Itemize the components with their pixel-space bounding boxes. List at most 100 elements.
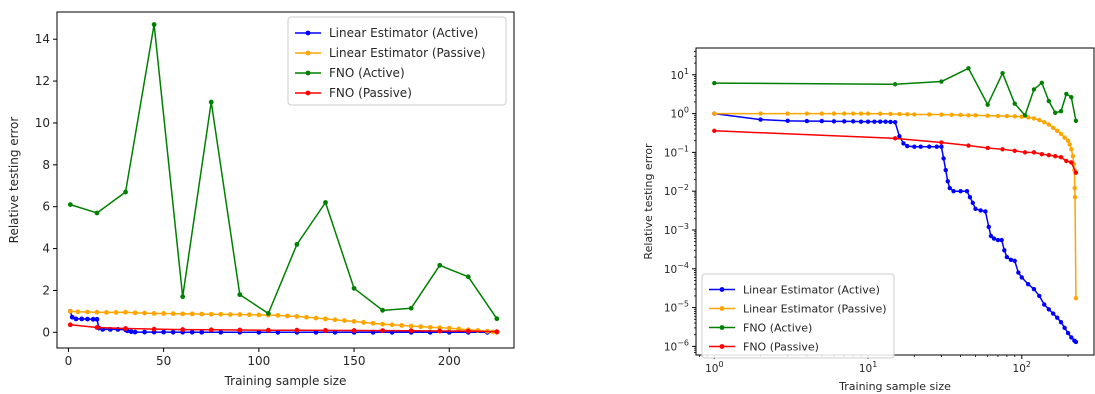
data-point (342, 318, 347, 323)
data-point (408, 305, 414, 311)
data-point (370, 320, 376, 326)
y-tick-label: 10−1 (664, 144, 689, 159)
data-point (94, 309, 100, 315)
data-point (180, 327, 186, 332)
data-point (988, 233, 994, 239)
data-point (1062, 135, 1067, 140)
data-point (132, 329, 138, 335)
series-3 (712, 128, 1079, 175)
data-point (437, 325, 443, 331)
tick-exponent: 0 (684, 106, 689, 115)
data-point (180, 294, 186, 300)
data-point (943, 167, 948, 173)
legend-swatch-marker (305, 70, 311, 76)
data-point (865, 119, 871, 124)
data-point (888, 119, 893, 125)
legend-item: FNO (Passive) (709, 341, 819, 354)
data-point (939, 144, 944, 149)
data-point (918, 144, 923, 149)
data-point (161, 329, 167, 335)
data-point (1022, 150, 1028, 155)
data-point (1019, 275, 1024, 280)
data-point (1069, 94, 1074, 100)
legend-label: FNO (Active) (743, 322, 812, 335)
data-point (237, 327, 243, 333)
tick-exponent: 1 (684, 67, 689, 76)
data-point (991, 236, 997, 241)
x-tick-label: 100 (247, 354, 270, 368)
data-point (208, 99, 214, 105)
data-point (967, 195, 973, 200)
y-tick-label: 100 (671, 106, 689, 121)
data-point (1025, 282, 1031, 287)
data-point (294, 313, 300, 319)
data-point (351, 285, 357, 291)
data-point (1055, 315, 1060, 320)
data-point (494, 329, 500, 335)
tick-exponent: −5 (677, 300, 689, 309)
tick-base: 10 (664, 147, 677, 159)
x-axis-title: Training sample size (224, 374, 347, 388)
plot-area (67, 22, 500, 335)
data-point (1000, 147, 1005, 152)
data-point (104, 310, 109, 315)
data-point (1042, 119, 1047, 125)
data-point (934, 144, 939, 149)
data-point (208, 327, 214, 333)
data-point (941, 156, 946, 161)
plot-area (712, 66, 1079, 345)
tick-exponent: 0 (718, 360, 723, 369)
data-point (888, 111, 893, 117)
data-point (1037, 293, 1042, 299)
tick-base: 10 (664, 225, 677, 237)
data-point (878, 111, 883, 116)
tick-base: 10 (664, 341, 677, 353)
data-point (819, 118, 824, 124)
legend-label: Linear Estimator (Passive) (743, 303, 887, 316)
y-tick-label: 4 (42, 242, 50, 256)
y-tick-label: 10−4 (664, 261, 689, 276)
legend-swatch-marker (719, 325, 725, 330)
data-point (265, 327, 271, 333)
data-point (170, 311, 176, 317)
data-point (67, 308, 73, 314)
data-point (123, 326, 128, 331)
data-point (1039, 80, 1045, 86)
data-point (901, 141, 906, 146)
data-point (1002, 248, 1007, 253)
legend-swatch-marker (719, 344, 725, 349)
data-point (151, 311, 157, 316)
data-point (1016, 270, 1021, 275)
data-point (465, 274, 471, 280)
data-point (927, 144, 932, 149)
data-point (831, 119, 837, 124)
y-tick-label: 10−6 (664, 338, 689, 353)
y-tick-label: 14 (35, 32, 50, 46)
data-point (712, 128, 717, 133)
data-point (995, 113, 1001, 119)
series-line (70, 23, 498, 320)
chart-log-scale: 100 101 10210−610−510−410−310−210−1100101T… (642, 47, 1095, 393)
data-point (170, 329, 176, 335)
data-point (947, 185, 952, 191)
data-point (939, 112, 944, 117)
x-tick-label: 50 (156, 354, 171, 368)
data-point (1073, 339, 1079, 345)
series-line (714, 67, 1077, 121)
data-point (999, 237, 1004, 243)
y-tick-label: 101 (671, 67, 689, 82)
x-tick-label: 100 (705, 360, 723, 375)
data-point (73, 316, 79, 322)
data-point (446, 325, 452, 331)
data-point (927, 112, 932, 117)
data-point (912, 144, 917, 149)
y-tick-label: 10 (35, 116, 50, 130)
data-point (69, 314, 75, 320)
data-point (332, 317, 338, 323)
data-point (712, 111, 717, 116)
data-point (985, 113, 990, 118)
legend-box (287, 16, 507, 106)
data-point (858, 119, 864, 124)
y-tick-label: 10−2 (664, 183, 689, 198)
data-point (285, 313, 290, 319)
